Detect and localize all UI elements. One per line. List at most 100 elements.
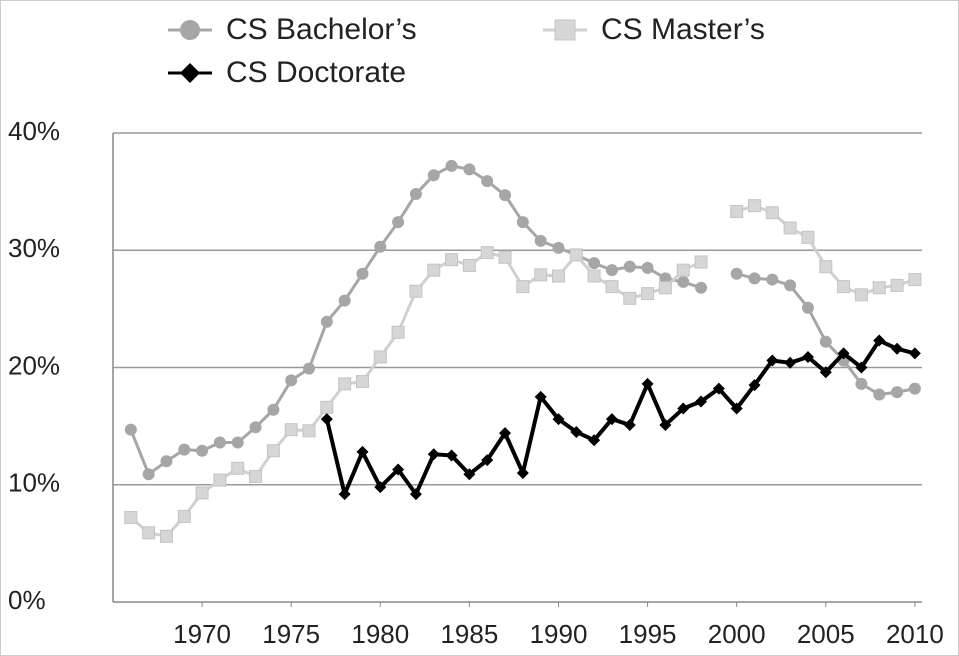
marker [766,354,779,367]
marker [641,287,655,301]
marker [712,382,725,395]
marker [392,216,405,229]
marker [784,356,797,369]
y-tick-label: 20% [8,350,60,380]
marker [462,258,476,272]
marker [445,253,459,267]
marker [481,175,494,188]
legend-label: CS Doctorate [226,56,406,89]
marker [730,402,743,415]
marker [213,473,227,487]
marker [641,377,654,390]
marker [819,335,832,348]
x-tick-label: 1970 [173,619,231,649]
marker [552,413,565,426]
marker [320,413,333,426]
y-tick-label: 10% [8,468,60,498]
marker [284,423,298,437]
marker [854,288,868,302]
marker [338,488,351,501]
marker [302,424,316,438]
marker [801,350,814,363]
legend-symbol [554,19,576,41]
marker [534,234,547,247]
marker [499,189,512,202]
marker [374,481,387,494]
marker [551,269,565,283]
marker [677,402,690,415]
legend-symbol [180,63,200,83]
y-tick-label: 30% [8,233,60,263]
marker [267,403,280,416]
marker [748,379,761,392]
marker [872,281,886,295]
marker [409,488,422,501]
marker [392,463,405,476]
marker [569,248,583,262]
series-line [324,338,916,497]
marker [320,315,333,328]
marker [659,418,672,431]
x-tick-label: 1980 [351,619,409,649]
marker [481,454,494,467]
marker [677,275,690,288]
marker [178,443,191,456]
marker [588,434,601,447]
marker [374,240,387,253]
marker [516,216,529,229]
marker [498,250,512,264]
marker [570,425,583,438]
marker [908,273,922,287]
marker [588,257,601,270]
marker [605,280,619,294]
x-tick-label: 1975 [262,619,320,649]
marker [765,206,779,220]
marker [160,455,173,468]
marker [142,526,156,540]
marker [641,261,654,274]
marker [837,280,851,294]
marker [873,334,886,347]
marker [891,342,904,355]
marker [837,347,850,360]
marker [873,388,886,401]
marker [891,386,904,399]
marker [266,444,280,458]
marker [623,418,636,431]
x-tick-label: 2000 [708,619,766,649]
marker [355,375,369,389]
marker [658,281,672,295]
marker [766,273,779,286]
marker [855,377,868,390]
marker [908,382,921,395]
marker [124,423,137,436]
marker [195,486,209,500]
marker [748,272,761,285]
legend-symbol [180,20,200,40]
marker [730,267,743,280]
x-tick-label: 1985 [440,619,498,649]
marker [730,205,744,219]
marker [623,260,636,273]
marker [231,461,245,475]
marker [855,361,868,374]
x-tick-label: 1990 [530,619,588,649]
marker [338,377,352,391]
marker [695,395,708,408]
marker [320,400,334,414]
marker [356,445,369,458]
marker [142,468,155,481]
marker [819,366,832,379]
marker [249,421,262,434]
marker [285,374,298,387]
marker [373,350,387,364]
marker [177,509,191,523]
marker [356,267,369,280]
marker [801,301,814,314]
marker [694,255,708,269]
marker [605,264,618,277]
marker [231,436,244,449]
marker [605,413,618,426]
